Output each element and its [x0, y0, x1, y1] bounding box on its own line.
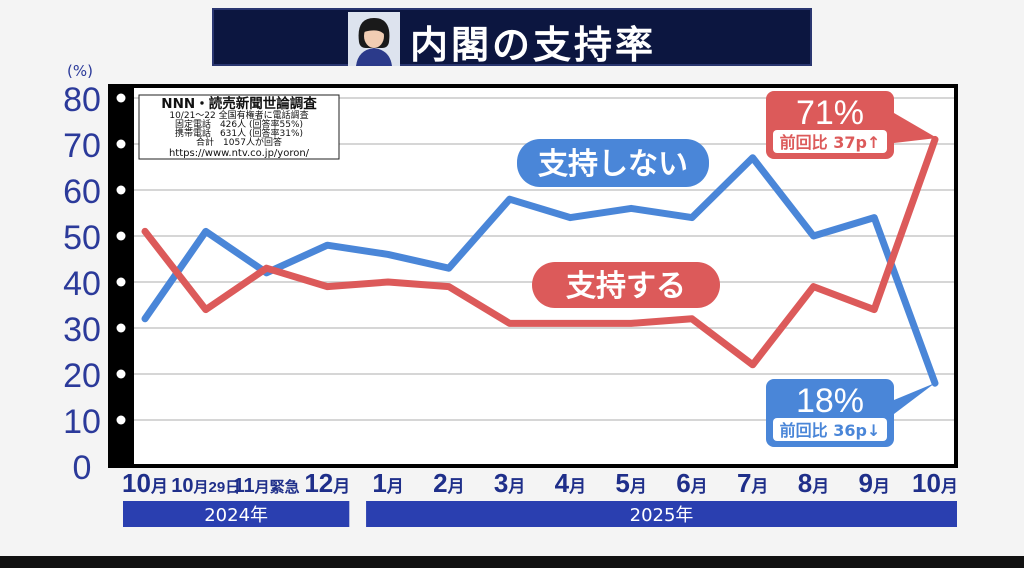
y-tick-label: 80 — [63, 81, 101, 119]
y-tick-label: 50 — [63, 219, 101, 257]
year-bar — [123, 501, 350, 527]
y-tick-label: 0 — [73, 449, 92, 487]
source-line: 携帯電話 631人 (回答率31%) — [175, 127, 303, 139]
y-tick-label: 60 — [63, 173, 101, 211]
x-tick-label: 8月 — [798, 468, 829, 498]
source-box — [138, 94, 340, 160]
x-tick-label: 1月 — [372, 468, 403, 498]
callout-note-box — [773, 130, 887, 153]
y-tick-label: 30 — [63, 311, 101, 349]
source-line: 10/21～22 全国有権者に電話調査 — [169, 109, 308, 121]
tick-dot — [116, 139, 126, 149]
title-bar: 内閣の支持率 — [212, 8, 812, 67]
source-line: NNN・読売新聞世論調査 — [161, 95, 317, 112]
x-tick-label: 7月 — [737, 468, 768, 498]
callout-note: 前回比 36p↓ — [780, 421, 881, 440]
series-label: 支持する — [566, 269, 686, 304]
x-tick-label: 9月 — [858, 468, 889, 498]
tick-dot — [116, 369, 126, 379]
x-tick-label: 5月 — [615, 468, 646, 498]
x-tick-label: 10月29日 — [171, 475, 240, 497]
year-label: 2025年 — [630, 505, 694, 526]
tick-dot — [116, 185, 126, 195]
callout-value: 18% — [796, 382, 864, 420]
x-tick-label: 6月 — [676, 468, 707, 498]
callout-note: 前回比 37p↑ — [780, 133, 881, 152]
x-tick-label: 11月緊急 — [233, 475, 299, 497]
x-tick-label: 2月 — [433, 468, 464, 498]
source-line: https://www.ntv.co.jp/yoron/ — [169, 148, 310, 159]
arrow-down-icon: ↓ — [867, 421, 880, 440]
page-title: 内閣の支持率 — [410, 23, 657, 67]
y-tick-label: 70 — [63, 127, 101, 165]
x-tick-label: 10月 — [122, 468, 168, 498]
tick-dot — [116, 231, 126, 241]
y-axis-unit: (%) — [67, 62, 93, 80]
year-label: 2024年 — [204, 505, 268, 526]
y-tick-label: 40 — [63, 265, 101, 303]
year-bar — [366, 501, 958, 527]
series-label: 支持しない — [538, 147, 688, 182]
tick-dot — [116, 277, 126, 287]
x-tick-label: 4月 — [555, 468, 586, 498]
callout-value: 71% — [796, 94, 864, 132]
x-tick-label: 12月 — [304, 468, 350, 498]
source-line: 合計 1057人が回答 — [196, 136, 282, 148]
callout-note-box — [773, 418, 887, 441]
tick-dot — [116, 323, 126, 333]
person-portrait-icon — [348, 12, 400, 66]
series-line-1 — [141, 135, 939, 369]
arrow-up-icon: ↑ — [867, 133, 880, 152]
avatar — [348, 12, 400, 66]
source-line: 固定電話 426人 (回答率55%) — [175, 118, 303, 130]
bottom-bar — [0, 556, 1024, 568]
callout-pointer — [894, 113, 937, 143]
callout-pointer — [894, 383, 935, 414]
series-label-pill — [532, 262, 720, 308]
tick-dot — [116, 93, 126, 103]
y-tick-label: 10 — [63, 403, 101, 441]
y-tick-label: 20 — [63, 357, 101, 395]
tick-dot — [116, 415, 126, 425]
left-border-bar — [108, 86, 134, 466]
series-label-pill — [517, 139, 709, 187]
x-tick-label: 3月 — [494, 468, 525, 498]
x-tick-label: 10月 — [912, 468, 958, 498]
